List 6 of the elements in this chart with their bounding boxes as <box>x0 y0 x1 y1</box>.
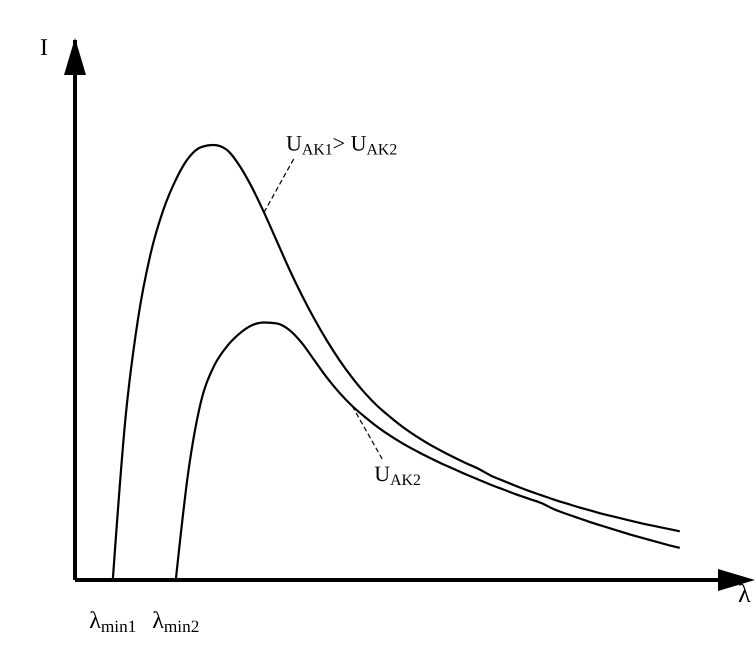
x-axis-title: λ <box>738 579 751 608</box>
series-label: U$_{AK1}$> U$_{AK2}$ <box>286 130 398 158</box>
series-label: U$_{AK2}$ <box>374 461 421 489</box>
x-tick-label: λ$_{min1}$ <box>89 608 136 636</box>
y-axis-title: I <box>40 35 48 61</box>
x-tick-label: λ$_{min2}$ <box>152 608 200 636</box>
